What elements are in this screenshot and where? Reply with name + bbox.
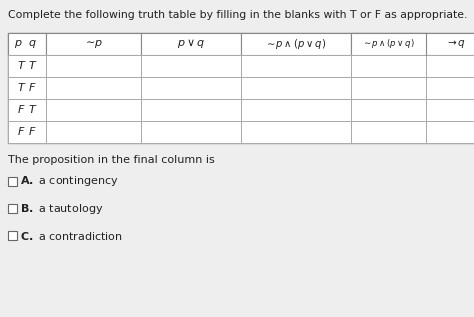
Bar (241, 121, 351, 143)
Text: $p$: $p$ (14, 38, 23, 50)
Text: $\sim\!p \wedge (p \vee q)$: $\sim\!p \wedge (p \vee q)$ (362, 37, 415, 50)
Bar (8, 204, 17, 213)
Bar (426, 55, 474, 77)
Bar (351, 121, 426, 143)
Bar (351, 33, 474, 55)
Bar (141, 77, 241, 99)
Bar (241, 77, 351, 99)
Bar (351, 77, 426, 99)
Text: Complete the following truth table by filling in the blanks with T or F as appro: Complete the following truth table by fi… (8, 10, 467, 20)
Text: T: T (29, 61, 36, 71)
Text: F: F (18, 127, 24, 137)
Bar (351, 99, 426, 121)
Text: $q$: $q$ (28, 38, 36, 50)
Text: The proposition in the final column is: The proposition in the final column is (8, 155, 215, 165)
Text: $p \vee q$: $p \vee q$ (177, 37, 205, 50)
Bar (351, 55, 426, 77)
Bar (8, 177, 17, 186)
Text: $\mathbf{B.}$ a tautology: $\mathbf{B.}$ a tautology (20, 202, 103, 216)
Bar (8, 231, 17, 240)
Bar (8, 121, 46, 143)
Bar (426, 77, 474, 99)
Bar (241, 99, 351, 121)
Bar (351, 55, 426, 77)
Bar (8, 55, 46, 77)
Text: $\mathbf{A.}$ a contingency: $\mathbf{A.}$ a contingency (20, 174, 118, 189)
Bar (426, 99, 474, 121)
Bar (8, 99, 46, 121)
Bar (46, 121, 141, 143)
Text: T: T (17, 83, 24, 93)
Bar (351, 33, 426, 55)
Bar (241, 55, 351, 77)
Bar (8, 77, 46, 99)
Text: F: F (29, 127, 36, 137)
Bar (426, 121, 474, 143)
Bar (8, 33, 474, 143)
Text: $\sim\!p$: $\sim\!p$ (83, 38, 104, 50)
Bar (141, 121, 241, 143)
Text: $\mathbf{C.}$ a contradiction: $\mathbf{C.}$ a contradiction (20, 230, 123, 242)
Bar (46, 99, 141, 121)
Bar (8, 33, 46, 55)
Bar (46, 55, 141, 77)
Bar (351, 99, 426, 121)
Text: T: T (17, 61, 24, 71)
Text: F: F (18, 105, 24, 115)
Bar (141, 99, 241, 121)
Bar (46, 33, 141, 55)
Bar (46, 77, 141, 99)
Bar (141, 55, 241, 77)
Text: $\sim\!p \wedge (p \vee q)$: $\sim\!p \wedge (p \vee q)$ (265, 37, 327, 51)
Text: $\rightarrow q$: $\rightarrow q$ (445, 38, 465, 50)
Bar (351, 77, 426, 99)
Text: F: F (29, 83, 36, 93)
Text: T: T (29, 105, 36, 115)
Bar (141, 33, 241, 55)
Bar (241, 33, 351, 55)
Bar (351, 121, 426, 143)
